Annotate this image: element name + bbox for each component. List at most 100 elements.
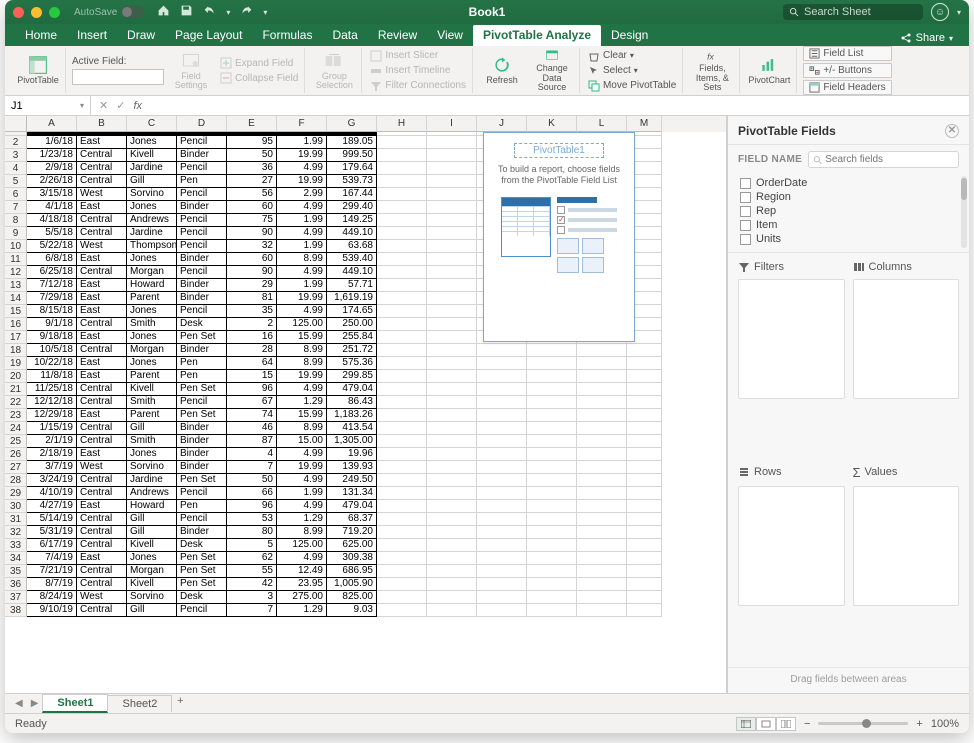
move-pivottable-button[interactable]: Move PivotTable: [586, 79, 678, 93]
ribbon-tabs: HomeInsertDrawPage LayoutFormulasDataRev…: [5, 24, 969, 46]
pivottable-placeholder[interactable]: PivotTable1 To build a report, choose fi…: [483, 132, 635, 342]
quick-access-toolbar: ▾ ▾: [157, 4, 267, 20]
feedback-icon[interactable]: ☺: [931, 3, 949, 21]
checkbox-icon: [740, 220, 751, 231]
group-icon: [324, 51, 344, 71]
values-area[interactable]: [853, 486, 960, 606]
table-row[interactable]: 283/24/19CentralJardinePen Set504.99249.…: [5, 474, 726, 487]
tab-view[interactable]: View: [427, 25, 473, 46]
table-row[interactable]: 252/1/19CentralSmithBinder8715.001,305.0…: [5, 435, 726, 448]
redo-icon[interactable]: [240, 4, 253, 20]
table-row[interactable]: 347/4/19EastJonesPen Set624.99309.38: [5, 552, 726, 565]
next-sheet-button[interactable]: ▶: [27, 698, 43, 709]
tab-formulas[interactable]: Formulas: [252, 25, 322, 46]
field-headers-button[interactable]: Field Headers: [803, 80, 891, 95]
field-region[interactable]: Region: [740, 190, 961, 204]
filters-area[interactable]: [738, 279, 845, 399]
field-settings-icon: [181, 51, 201, 71]
undo-icon[interactable]: [203, 4, 216, 20]
sheet-tab-sheet2[interactable]: Sheet2: [107, 695, 172, 712]
normal-view-button[interactable]: [736, 717, 756, 731]
areas-grid: Filters Columns Rows ΣValues: [728, 252, 969, 667]
search-placeholder: Search Sheet: [804, 6, 871, 18]
table-row[interactable]: 273/7/19WestSorvinoBinder719.99139.93: [5, 461, 726, 474]
table-row[interactable]: 294/10/19CentralAndrewsPencil661.99131.3…: [5, 487, 726, 500]
chevron-down-icon[interactable]: ▾: [263, 8, 267, 17]
refresh-button[interactable]: Refresh: [479, 49, 525, 93]
chevron-down-icon[interactable]: ▾: [957, 8, 961, 17]
table-row[interactable]: 2011/8/18EastParentPen1519.99299.85: [5, 370, 726, 383]
chevron-down-icon: ▾: [80, 101, 84, 110]
scrollbar[interactable]: [961, 176, 967, 248]
table-row[interactable]: 1810/5/18CentralMorganBinder288.99251.72: [5, 344, 726, 357]
maximize-window-button[interactable]: [49, 7, 60, 18]
zoom-out-button[interactable]: −: [804, 718, 810, 730]
fields-items-sets-button[interactable]: fx Fields, Items, & Sets: [689, 49, 735, 93]
table-row[interactable]: 1910/22/18EastJonesPen648.99575.36: [5, 357, 726, 370]
checkbox-icon: [740, 192, 751, 203]
field-settings-label: Field Settings: [175, 72, 208, 91]
name-box[interactable]: J1 ▾: [5, 96, 91, 115]
field-units[interactable]: Units: [740, 232, 961, 246]
table-row[interactable]: 315/14/19CentralGillPencil531.2968.37: [5, 513, 726, 526]
table-row[interactable]: 241/15/19CentralGillBinder468.99413.54: [5, 422, 726, 435]
pivotchart-button[interactable]: PivotChart: [746, 49, 792, 93]
clear-button[interactable]: Clear▾: [586, 49, 678, 63]
tab-data[interactable]: Data: [322, 25, 367, 46]
table-row[interactable]: 336/17/19CentralKivellDesk5125.00625.00: [5, 539, 726, 552]
page-break-view-button[interactable]: [776, 717, 796, 731]
field-orderdate[interactable]: OrderDate: [740, 176, 961, 190]
change-data-source-button[interactable]: Change Data Source: [529, 49, 575, 93]
search-fields-input[interactable]: [808, 151, 959, 168]
minimize-window-button[interactable]: [31, 7, 42, 18]
close-panel-button[interactable]: ✕: [945, 124, 959, 138]
tab-pivottable-analyze[interactable]: PivotTable Analyze: [473, 25, 601, 46]
close-window-button[interactable]: [13, 7, 24, 18]
pivottable-button[interactable]: PivotTable: [15, 49, 61, 93]
search-fields-text[interactable]: [825, 154, 954, 165]
table-row[interactable]: 325/31/19CentralGillBinder808.99719.20: [5, 526, 726, 539]
share-button[interactable]: Share ▾: [894, 30, 959, 46]
sheet-tab-sheet1[interactable]: Sheet1: [42, 694, 108, 713]
rows-area[interactable]: [738, 486, 845, 606]
toggle-icon: [121, 6, 143, 18]
tab-page-layout[interactable]: Page Layout: [165, 25, 252, 46]
tab-design[interactable]: Design: [601, 25, 658, 46]
field-item[interactable]: Item: [740, 218, 961, 232]
tab-review[interactable]: Review: [368, 25, 427, 46]
select-button[interactable]: Select▾: [586, 64, 678, 78]
chevron-down-icon[interactable]: ▾: [226, 8, 230, 17]
table-row[interactable]: 2312/29/18EastParentPen Set7415.991,183.…: [5, 409, 726, 422]
table-row[interactable]: 304/27/19EastHowardPen964.99479.04: [5, 500, 726, 513]
columns-area[interactable]: [853, 279, 960, 399]
table-row[interactable]: 2212/12/18CentralSmithPencil671.2986.43: [5, 396, 726, 409]
add-sheet-button[interactable]: +: [171, 695, 189, 713]
autosave-toggle[interactable]: AutoSave: [74, 6, 143, 18]
table-row[interactable]: 389/10/19CentralGillPencil71.299.03: [5, 604, 726, 617]
pm-buttons-button[interactable]: +/- Buttons: [803, 63, 891, 78]
data-source-icon: [542, 49, 562, 64]
active-field-input[interactable]: [72, 69, 164, 85]
field-list-button[interactable]: Field List: [803, 46, 891, 61]
table-row[interactable]: 2111/25/18CentralKivellPen Set964.99479.…: [5, 383, 726, 396]
field-rep[interactable]: Rep: [740, 204, 961, 218]
page-layout-view-button[interactable]: [756, 717, 776, 731]
autosave-label: AutoSave: [74, 7, 117, 18]
save-icon[interactable]: [180, 4, 193, 20]
home-icon[interactable]: [157, 4, 170, 20]
tab-insert[interactable]: Insert: [67, 25, 117, 46]
clear-icon: [588, 50, 600, 62]
zoom-value: 100%: [931, 718, 959, 730]
zoom-in-button[interactable]: +: [916, 718, 922, 730]
values-label: ΣValues: [853, 463, 960, 482]
table-row[interactable]: 368/7/19CentralKivellPen Set4223.951,005…: [5, 578, 726, 591]
zoom-slider[interactable]: [818, 722, 908, 725]
table-row[interactable]: 378/24/19WestSorvinoDesk3275.00825.00: [5, 591, 726, 604]
prev-sheet-button[interactable]: ◀: [11, 698, 27, 709]
tab-home[interactable]: Home: [15, 25, 67, 46]
table-row[interactable]: 262/18/19EastJonesBinder44.9919.96: [5, 448, 726, 461]
table-row[interactable]: 357/21/19CentralMorganPen Set5512.49686.…: [5, 565, 726, 578]
tab-draw[interactable]: Draw: [117, 25, 165, 46]
fx-icon[interactable]: fx: [133, 100, 142, 112]
search-sheet-input[interactable]: Search Sheet: [783, 4, 923, 20]
